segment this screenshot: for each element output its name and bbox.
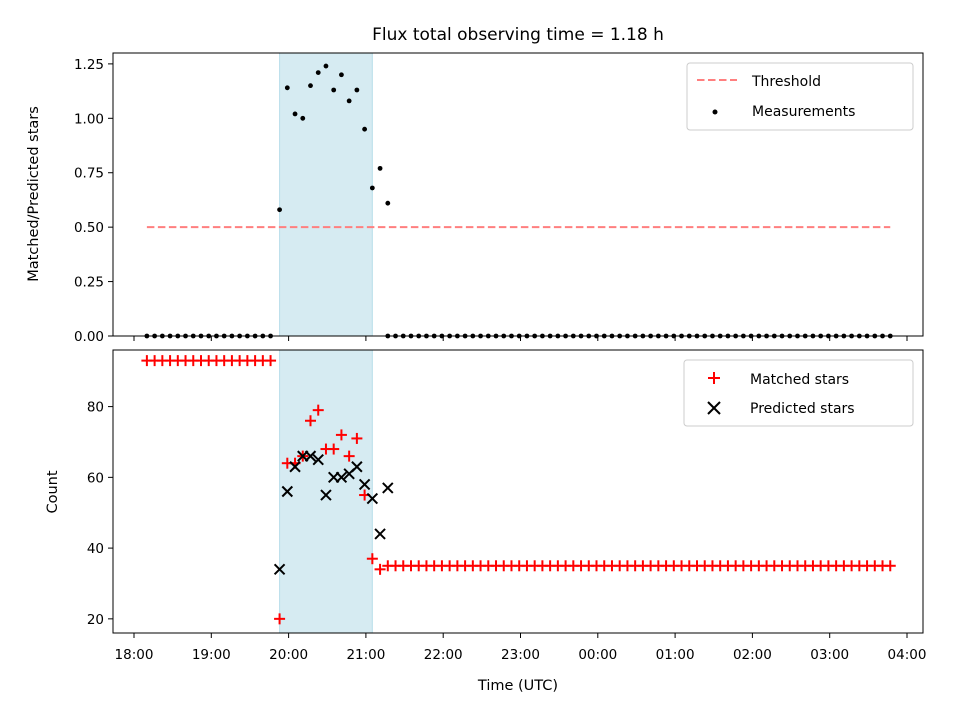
measurement-point [377, 165, 383, 171]
top-y-ticks: 0.00 0.25 0.50 0.75 1.00 1.25 [74, 57, 113, 345]
top-panel: 0.00 0.25 0.50 0.75 1.00 1.25 Matched/Predict… [26, 52, 924, 345]
bottom-y-tick-label: 40 [87, 541, 104, 557]
chart-title: Flux total observing time = 1.18 h [372, 25, 664, 45]
bottom-y-axis-label: Count [45, 470, 61, 513]
x-tick-label: 01:00 [656, 647, 695, 663]
x-axis-label: Time (UTC) [477, 678, 558, 694]
measurement-point [331, 87, 337, 93]
measurement-point [346, 98, 352, 104]
top-y-tick-label: 0.75 [74, 166, 104, 182]
predicted-star-point [281, 485, 294, 498]
top-y-axis-label: Matched/Predicted stars [26, 106, 42, 282]
measurement-point [308, 83, 313, 89]
top-axes-frame [112, 52, 924, 337]
matched-star-point [374, 563, 386, 575]
matched-star-point [343, 450, 355, 462]
top-y-tick-label: 0.50 [74, 220, 104, 236]
x-tick-label: 19:00 [192, 647, 231, 663]
legend-matched-label: Matched stars [750, 372, 849, 388]
legend-measurements-label: Measurements [752, 104, 855, 120]
matched-star-point [351, 432, 363, 444]
bottom-y-ticks: 20 40 60 80 [87, 400, 113, 628]
x-tick-label: 18:00 [115, 647, 154, 663]
matched-star-point [312, 404, 324, 416]
top-y-tick-label: 0.25 [74, 275, 104, 291]
top-y-tick-label: 1.25 [74, 57, 104, 73]
x-tick-label: 03:00 [810, 647, 849, 663]
x-tick-label: 04:00 [888, 647, 927, 663]
bottom-y-tick-label: 80 [87, 400, 104, 416]
matched-star-point [335, 429, 347, 441]
bottom-x-ticks: 18:00 19:00 20:00 21:00 22:00 23:00 00:00 01:00… [115, 633, 927, 663]
predicted-star-point [351, 461, 363, 473]
top-legend-box [686, 62, 914, 131]
bottom-legend: Matched stars Predicted stars [683, 359, 914, 427]
bottom-axes-frame [112, 349, 924, 634]
measurement-point [369, 185, 375, 191]
predicted-star-point [366, 492, 379, 505]
x-tick-label: 22:00 [424, 647, 463, 663]
measurement-point [315, 70, 321, 75]
legend-threshold-label: Threshold [751, 74, 821, 90]
matched-star-point [265, 355, 277, 367]
predicted-star-point [273, 563, 286, 576]
measurement-point [284, 85, 290, 91]
measurement-point [277, 207, 282, 213]
measurement-point [385, 200, 391, 206]
x-tick-label: 00:00 [578, 647, 617, 663]
predicted-star-point [358, 478, 371, 491]
predicted-star-point [320, 489, 332, 501]
measurement-point [300, 115, 306, 121]
legend-matched-swatch [708, 372, 720, 384]
x-tick-label: 21:00 [346, 647, 385, 663]
measurement-point [362, 126, 368, 132]
count-points [141, 355, 896, 625]
top-observing-window [279, 52, 373, 337]
bottom-observing-window [279, 349, 373, 634]
bottom-panel: 20 40 60 80 18:00 19:00 20:00 21:00 22:00 23:00 0… [45, 349, 927, 694]
predicted-star-point [289, 461, 301, 473]
x-tick-label: 02:00 [733, 647, 772, 663]
predicted-star-point [382, 482, 394, 494]
top-y-tick-label: 1.00 [74, 111, 104, 127]
measurement-point [292, 111, 298, 117]
matched-star-point [274, 613, 286, 625]
bottom-y-tick-label: 20 [87, 612, 104, 628]
matched-star-point [884, 560, 896, 572]
predicted-star-point [304, 450, 317, 462]
x-tick-label: 20:00 [269, 647, 308, 663]
predicted-star-point [312, 453, 324, 466]
measurement-point [354, 87, 360, 93]
top-y-tick-label: 0.00 [74, 329, 104, 345]
matched-star-point [305, 415, 317, 427]
measurement-point [323, 63, 329, 69]
matched-star-point [366, 553, 378, 565]
measurement-point [339, 72, 344, 78]
top-x-ticks [133, 336, 908, 341]
legend-predicted-swatch [707, 401, 721, 415]
bottom-legend-box [683, 359, 914, 427]
matched-star-point [328, 443, 340, 455]
predicted-star-point [374, 528, 386, 540]
predicted-star-point [335, 471, 348, 484]
x-tick-label: 23:00 [501, 647, 540, 663]
legend-measurements-swatch [712, 109, 718, 115]
top-legend: Threshold Measurements [686, 62, 914, 131]
bottom-y-tick-label: 60 [87, 470, 104, 486]
legend-predicted-label: Predicted stars [750, 401, 855, 417]
